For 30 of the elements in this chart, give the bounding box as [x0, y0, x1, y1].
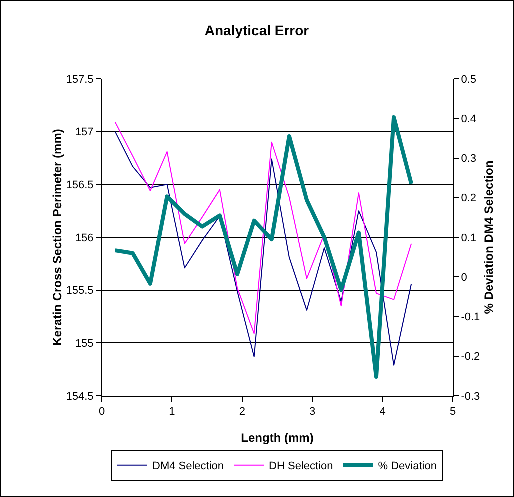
- y-tick-label: 156: [75, 232, 94, 244]
- y2-tick-label: -0.3: [461, 390, 480, 403]
- y2-tick-label: 0.1: [461, 232, 476, 244]
- y-tick-label: 156.5: [66, 180, 94, 192]
- x-axis-title: Length (mm): [241, 431, 314, 445]
- x-tick-label: 1: [169, 406, 176, 418]
- legend-label: DM4 Selection: [152, 460, 224, 473]
- y2-axis-title: % Deviation DM4 Selection: [482, 160, 496, 314]
- x-tick-label: 3: [310, 406, 316, 418]
- legend-label: % Deviation: [378, 460, 437, 473]
- y-tick-label: 155: [75, 338, 94, 350]
- y-tick-label: 157: [75, 126, 94, 139]
- x-tick-label: 5: [450, 406, 456, 418]
- y2-tick-label: 0.3: [461, 153, 476, 166]
- legend-label: DH Selection: [269, 460, 334, 473]
- x-tick-label: 2: [239, 406, 246, 418]
- y-tick-label: 155.5: [66, 285, 94, 298]
- y2-tick-label: 0.5: [461, 74, 476, 86]
- y2-tick-label: 0: [461, 272, 468, 284]
- line-series: [114, 122, 412, 334]
- y2-tick-label: -0.1: [461, 312, 480, 324]
- y-tick-label: 154.5: [66, 390, 94, 403]
- y-tick-label: 157.5: [66, 74, 94, 86]
- y2-tick-label: 0.2: [461, 192, 476, 205]
- y2-tick-label: 0.4: [461, 113, 476, 126]
- y-axis-title: Keratin Cross Section Perimeter (mm): [50, 129, 64, 346]
- y2-tick-label: -0.2: [461, 351, 480, 364]
- x-tick-label: 4: [380, 406, 386, 418]
- x-tick-label: 0: [98, 406, 106, 418]
- chart-title: Analytical Error: [204, 22, 310, 39]
